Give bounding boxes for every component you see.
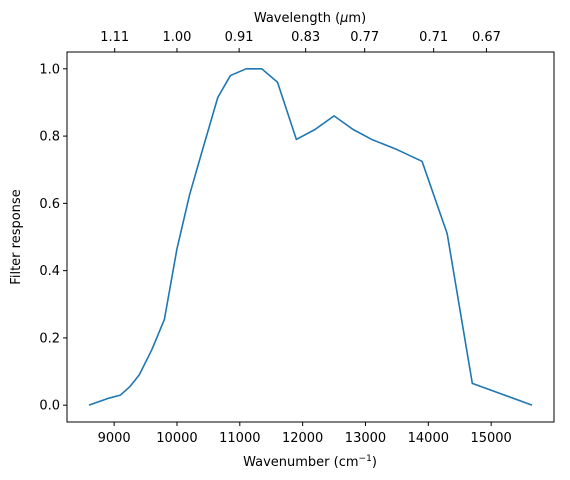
y-tick-label: 0.8 bbox=[39, 130, 60, 145]
data-point bbox=[245, 68, 247, 70]
data-point bbox=[276, 81, 278, 83]
data-point bbox=[217, 96, 219, 98]
y-tick-label: 1.0 bbox=[39, 62, 60, 77]
data-point bbox=[188, 194, 190, 196]
x-tick-label: 15000 bbox=[470, 431, 511, 446]
top-tick-label: 0.67 bbox=[472, 30, 501, 45]
data-point bbox=[333, 115, 335, 117]
data-point bbox=[531, 404, 533, 406]
data-point bbox=[119, 394, 121, 396]
data-point bbox=[396, 148, 398, 150]
x-tick-label: 11000 bbox=[219, 431, 260, 446]
y-axis-label: Filter response bbox=[9, 189, 24, 284]
data-point bbox=[107, 397, 109, 399]
y-tick-label: 0.2 bbox=[39, 331, 60, 346]
data-point bbox=[176, 248, 178, 250]
x-tick-label: 13000 bbox=[345, 431, 386, 446]
data-point bbox=[421, 160, 423, 162]
data-point bbox=[163, 318, 165, 320]
x-tick-label: 12000 bbox=[282, 431, 323, 446]
x-tick-label: 14000 bbox=[408, 431, 449, 446]
data-point bbox=[295, 138, 297, 140]
data-point bbox=[201, 150, 203, 152]
ticks-layer: 9000 10000 11000 12000 13000 14000 15000 0.0 0.2… bbox=[39, 30, 512, 446]
top-tick-label: 1.00 bbox=[162, 30, 191, 45]
x-tick-label: 9000 bbox=[98, 431, 131, 446]
data-point bbox=[371, 138, 373, 140]
data-point bbox=[229, 74, 231, 76]
data-point bbox=[314, 128, 316, 130]
top-tick-label: 0.83 bbox=[291, 30, 320, 45]
data-point bbox=[88, 404, 90, 406]
y-tick-label: 0.6 bbox=[39, 197, 60, 212]
top-tick-label: 0.71 bbox=[419, 30, 448, 45]
top-tick-label: 0.91 bbox=[225, 30, 254, 45]
x-tick-label: 10000 bbox=[156, 431, 197, 446]
filter-response-line bbox=[88, 68, 533, 406]
top-tick-label: 0.77 bbox=[350, 30, 379, 45]
y-tick-label: 0.0 bbox=[39, 399, 60, 414]
plot-frame bbox=[66, 51, 555, 423]
data-point bbox=[261, 68, 263, 70]
data-point bbox=[471, 382, 473, 384]
top-x-axis-label: Wavelength (μm) bbox=[254, 11, 366, 26]
y-tick-label: 0.4 bbox=[39, 264, 60, 279]
data-point bbox=[129, 385, 131, 387]
data-point bbox=[446, 232, 448, 234]
data-point bbox=[352, 128, 354, 130]
plot-layer bbox=[88, 68, 533, 406]
x-axis-label: Wavenumber (cm−1) bbox=[243, 454, 377, 470]
top-tick-label: 1.11 bbox=[100, 30, 129, 45]
data-point bbox=[138, 374, 140, 376]
data-point bbox=[151, 348, 153, 350]
